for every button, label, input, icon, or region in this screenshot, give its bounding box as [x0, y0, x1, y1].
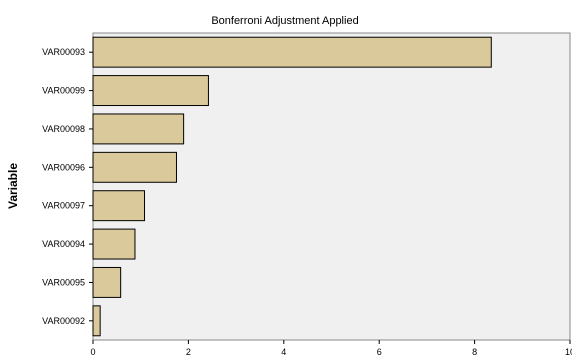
y-tick-label: VAR00093 [42, 47, 85, 57]
x-tick-label: 8 [472, 347, 477, 357]
x-tick-label: 2 [186, 347, 191, 357]
y-tick-label: VAR00095 [42, 277, 85, 287]
bar-var00097 [92, 190, 146, 222]
y-axis-title: Variable [6, 163, 20, 209]
bars-layer [92, 36, 492, 337]
y-axis-ticks: VAR00093 VAR00099 VAR00098 VAR00096 VAR00097… [42, 47, 93, 326]
bar-var00098 [92, 113, 185, 145]
bar-var00093 [92, 36, 492, 68]
y-tick-label: VAR00099 [42, 86, 85, 96]
y-tick-label: VAR00097 [42, 201, 85, 211]
bar-var00096 [92, 151, 177, 183]
x-tick-label: 6 [377, 347, 382, 357]
y-tick-label: VAR00092 [42, 316, 85, 326]
y-tick-label: VAR00098 [42, 124, 85, 134]
bar-var00099 [92, 75, 209, 107]
x-tick-label: 0 [90, 347, 95, 357]
x-tick-label: 4 [281, 347, 286, 357]
bar-var00095 [92, 266, 122, 298]
x-axis-ticks: 0 2 4 6 8 10 [90, 340, 572, 357]
y-tick-label: VAR00096 [42, 162, 85, 172]
bar-var00094 [92, 228, 136, 260]
y-tick-label: VAR00094 [42, 239, 85, 249]
bar-var00092 [92, 305, 101, 337]
chart-title: Bonferroni Adjustment Applied [211, 15, 358, 27]
x-tick-label: 10 [565, 347, 572, 357]
